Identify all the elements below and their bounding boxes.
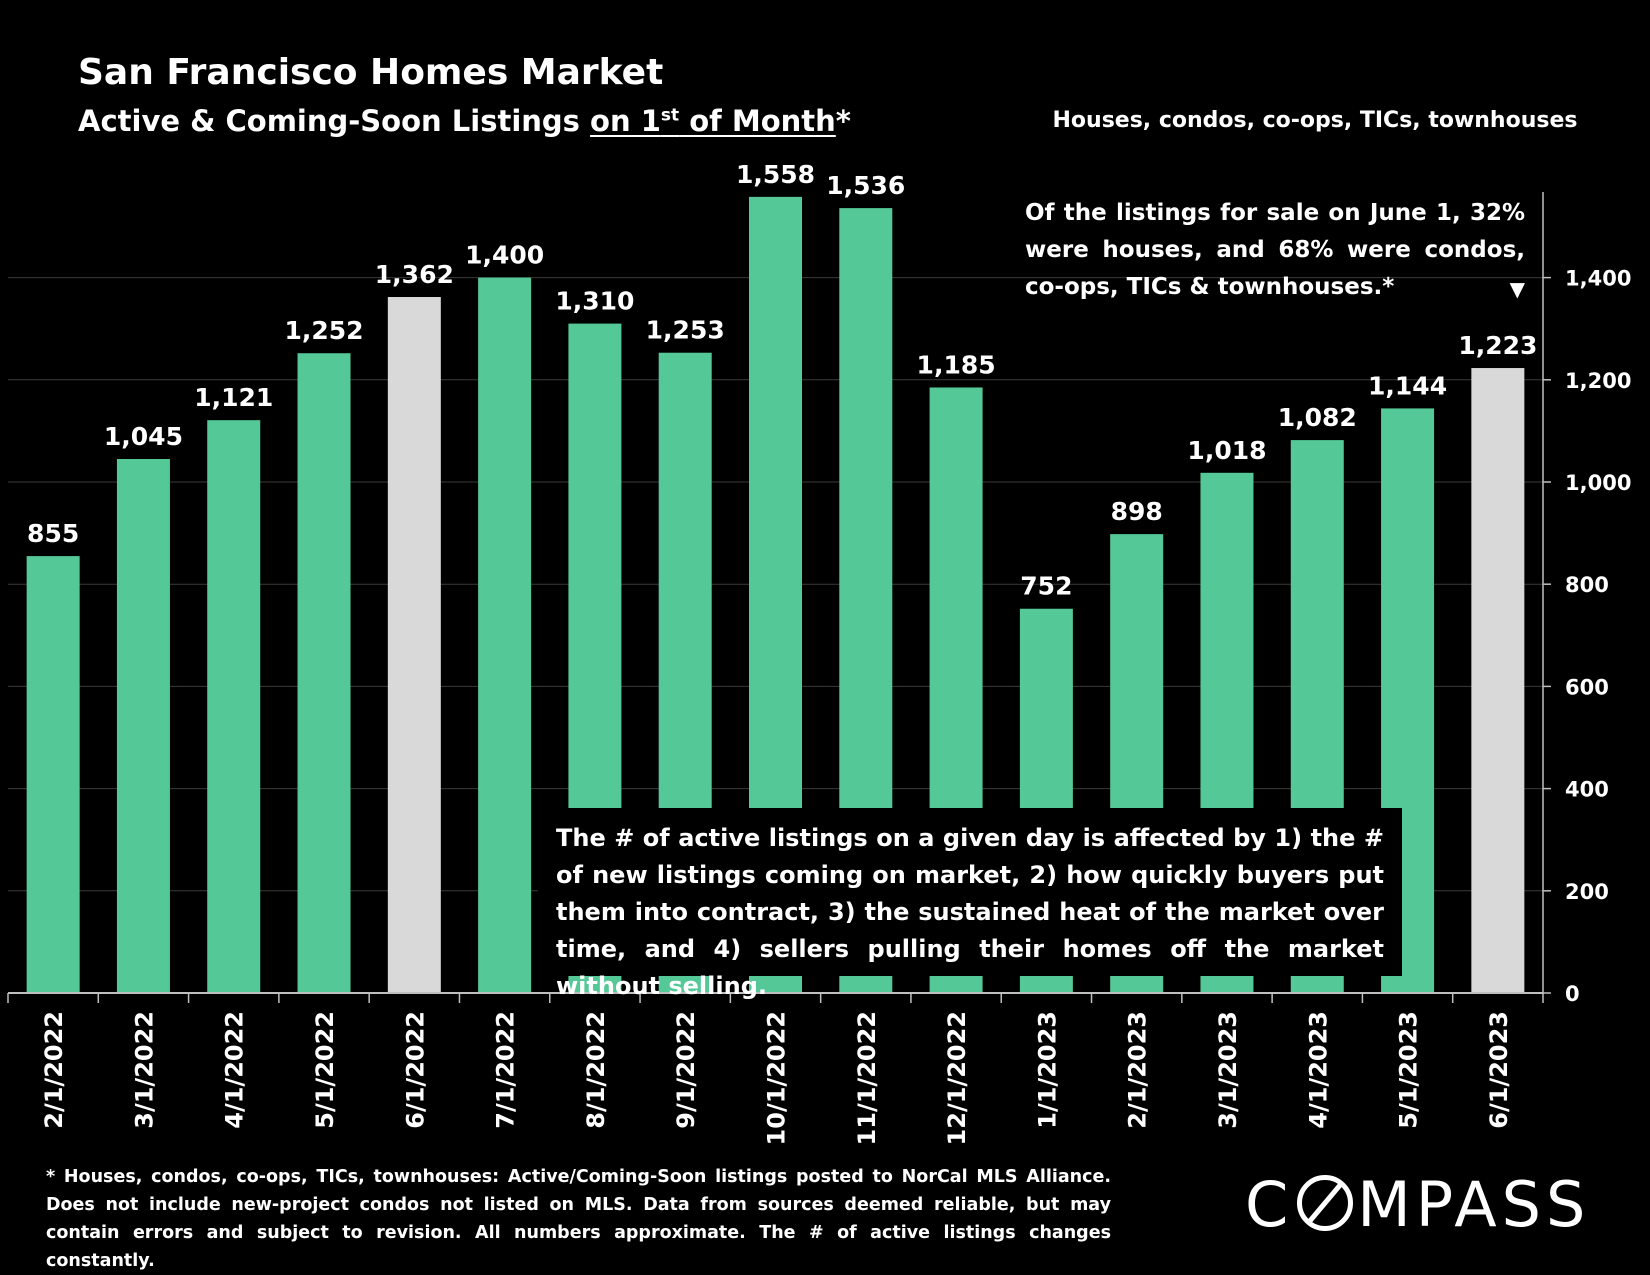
- x-tick-label: 4/1/2022: [221, 1011, 249, 1129]
- y-tick-label: 1,000: [1565, 471, 1631, 495]
- property-scope-label: Houses, condos, co-ops, TICs, townhouses: [1052, 108, 1578, 133]
- y-tick-label: 200: [1565, 880, 1609, 904]
- x-tick-label: 5/1/2022: [311, 1011, 339, 1129]
- x-tick-label: 2/1/2022: [40, 1011, 68, 1129]
- bar-value-label: 1,536: [826, 171, 905, 200]
- down-arrow-icon: ▼: [1509, 277, 1525, 301]
- bar-value-label: 1,310: [555, 287, 634, 316]
- bar: [26, 556, 80, 993]
- y-tick-label: 400: [1565, 778, 1609, 802]
- active-listings-explanation: The # of active listings on a given day …: [538, 808, 1402, 1000]
- y-tick-label: 0: [1565, 982, 1580, 1006]
- bar: [478, 277, 532, 994]
- subtitle-prefix: Active & Coming-Soon Listings: [78, 104, 591, 138]
- logo-text-pre: C: [1245, 1168, 1294, 1241]
- logo-o-icon: [1297, 1175, 1354, 1231]
- x-tick-label: 3/1/2023: [1214, 1011, 1242, 1129]
- x-tick-label: 6/1/2022: [401, 1011, 429, 1129]
- bar-value-label: 1,121: [194, 383, 273, 412]
- x-tick-label: 9/1/2022: [672, 1011, 700, 1129]
- bar-value-label: 1,185: [917, 350, 996, 379]
- x-tick-label: 7/1/2022: [492, 1011, 520, 1129]
- x-tick-label: 2/1/2023: [1124, 1011, 1152, 1129]
- bar-value-label: 1,253: [646, 316, 725, 345]
- bar: [116, 459, 170, 993]
- bar: [207, 420, 261, 993]
- bar-value-label: 1,082: [1278, 403, 1357, 432]
- bar-value-label: 1,400: [465, 241, 544, 270]
- bar-value-label: 1,252: [284, 316, 363, 345]
- x-tick-label: 5/1/2023: [1395, 1011, 1423, 1129]
- subtitle-underlined-post: of Month: [679, 104, 836, 138]
- bar-chart: 0 200 400 600 800 1,000 1,200 1,400 855 2/1/2022 1…: [7, 160, 1631, 1145]
- subtitle-underlined-pre: on 1: [590, 104, 661, 138]
- june-composition-note: Of the listings for sale on June 1, 32% …: [1025, 195, 1525, 306]
- bar: [387, 297, 441, 993]
- bar-value-label: 1,223: [1458, 331, 1537, 360]
- bar: [1471, 368, 1525, 993]
- chart-title: San Francisco Homes Market: [78, 52, 664, 93]
- bar-value-label: 1,144: [1368, 371, 1447, 400]
- x-tick-label: 3/1/2022: [130, 1011, 158, 1129]
- y-tick-label: 1,200: [1565, 369, 1631, 393]
- footnote: * Houses, condos, co-ops, TICs, townhous…: [46, 1167, 1111, 1271]
- x-tick-label: 10/1/2022: [763, 1011, 791, 1145]
- x-tick-label: 1/1/2023: [1033, 1011, 1061, 1129]
- x-tick-label: 12/1/2022: [943, 1011, 971, 1145]
- chart-subtitle: Active & Coming-Soon Listings on 1st of …: [78, 104, 851, 138]
- subtitle-underlined: on 1st of Month: [590, 104, 836, 138]
- y-tick-label: 800: [1565, 573, 1609, 597]
- x-tick-label: 8/1/2022: [582, 1011, 610, 1129]
- bar-value-label: 1,362: [375, 260, 454, 289]
- bar-value-label: 855: [27, 519, 79, 548]
- x-tick-label: 6/1/2023: [1485, 1011, 1513, 1129]
- x-tick-label: 4/1/2023: [1304, 1011, 1332, 1129]
- bar-value-label: 898: [1111, 497, 1163, 526]
- bar-value-label: 752: [1020, 572, 1072, 601]
- subtitle-asterisk: *: [835, 104, 851, 138]
- y-tick-label: 600: [1565, 675, 1609, 699]
- bar: [297, 353, 351, 993]
- x-tick-label: 11/1/2022: [853, 1011, 881, 1145]
- bar-value-label: 1,045: [104, 422, 183, 451]
- logo-text-post: MPASS: [1357, 1168, 1591, 1241]
- y-tick-label: 1,400: [1565, 267, 1631, 291]
- bar-value-label: 1,558: [736, 160, 815, 189]
- compass-logo: C MPASS: [1245, 1168, 1590, 1241]
- june-note-text: Of the listings for sale on June 1, 32% …: [1025, 200, 1525, 300]
- bar-value-label: 1,018: [1187, 436, 1266, 465]
- subtitle-superscript: st: [660, 105, 680, 126]
